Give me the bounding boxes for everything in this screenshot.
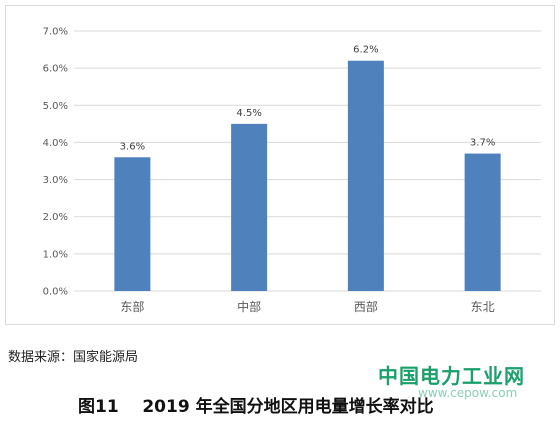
chart-frame: 0.0% 1.0% 2.0% 3.0% 4.0% 5.0% 6.0% 7.0% 3.6% 东部 4.… [5,5,555,325]
x-category-label: 东北 [471,300,495,314]
y-tick-label: 6.0% [43,64,68,75]
bar [231,123,268,291]
data-label: 4.5% [236,108,261,119]
data-label: 3.6% [120,141,145,152]
figure-caption: 图11 2019 年全国分地区用电量增长率对比 [78,397,434,417]
bar [347,60,384,291]
y-tick-label: 7.0% [43,27,68,38]
bar-chart: 0.0% 1.0% 2.0% 3.0% 4.0% 5.0% 6.0% 7.0% 3.6% 东部 4.… [43,27,541,314]
y-tick-label: 3.0% [43,175,68,186]
watermark-logo-text: 中国电力工业网 [378,364,525,388]
x-category-label: 中部 [237,299,261,314]
x-category-label: 西部 [354,299,378,314]
source-note: 数据来源：国家能源局 [8,350,139,365]
y-tick-label: 5.0% [43,101,68,112]
bar [464,153,501,291]
y-tick-label: 4.0% [43,138,68,149]
data-label: 3.7% [470,138,495,149]
y-tick-label: 1.0% [43,249,68,260]
watermark-url: www.cepow.com [418,386,518,400]
y-tick-label: 0.0% [43,287,68,298]
x-category-label: 东部 [120,299,144,314]
data-label: 6.2% [353,45,378,56]
y-tick-label: 2.0% [43,212,68,223]
bar [114,157,151,291]
